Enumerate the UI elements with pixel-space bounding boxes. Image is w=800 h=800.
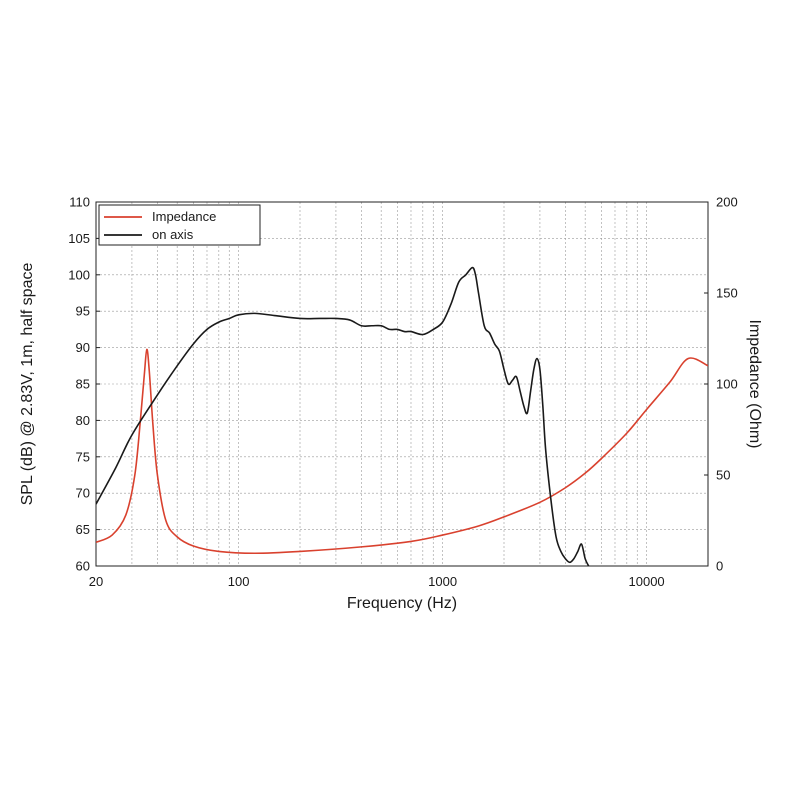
y2-tick-label: 100 xyxy=(716,377,738,392)
y-tick-label: 60 xyxy=(76,559,90,574)
y2-tick-label: 150 xyxy=(716,286,738,301)
y2-tick-label: 200 xyxy=(716,195,738,210)
x-tick-label: 10000 xyxy=(629,574,665,589)
y2-tick-label: 0 xyxy=(716,559,723,574)
y-tick-label: 100 xyxy=(68,267,90,282)
legend-label-on-axis: on axis xyxy=(152,227,194,242)
y-tick-label: 90 xyxy=(76,340,90,355)
y-tick-label: 85 xyxy=(76,377,90,392)
grid-lines xyxy=(96,202,708,566)
series-line-on-axis xyxy=(96,266,590,566)
y-tick-label: 105 xyxy=(68,231,90,246)
y-tick-label: 75 xyxy=(76,449,90,464)
y-tick-label: 70 xyxy=(76,486,90,501)
axis-ticks: 60 65 70 75 80 85 90 95 100 105 110 0 50 100 150 200 20 1… xyxy=(68,195,737,590)
legend-box xyxy=(98,204,261,246)
series-lines xyxy=(96,266,708,566)
legend-label-impedance: Impedance xyxy=(152,209,216,224)
legend: Impedance on axis xyxy=(98,204,261,246)
y-tick-label: 95 xyxy=(76,304,90,319)
y-tick-label: 110 xyxy=(69,195,90,210)
x-axis-title: Frequency (Hz) xyxy=(347,595,457,612)
x-tick-label: 1000 xyxy=(428,574,457,589)
series-line-impedance xyxy=(96,348,708,555)
y2-tick-label: 50 xyxy=(716,468,730,483)
y-tick-label: 80 xyxy=(76,413,90,428)
y-axis-title: SPL (dB) @ 2.83V, 1m, half space xyxy=(19,263,36,506)
x-tick-label: 20 xyxy=(89,574,103,589)
y-tick-label: 65 xyxy=(76,522,90,537)
x-tick-label: 100 xyxy=(228,574,250,589)
y2-axis-title: Impedance (Ohm) xyxy=(746,320,763,449)
